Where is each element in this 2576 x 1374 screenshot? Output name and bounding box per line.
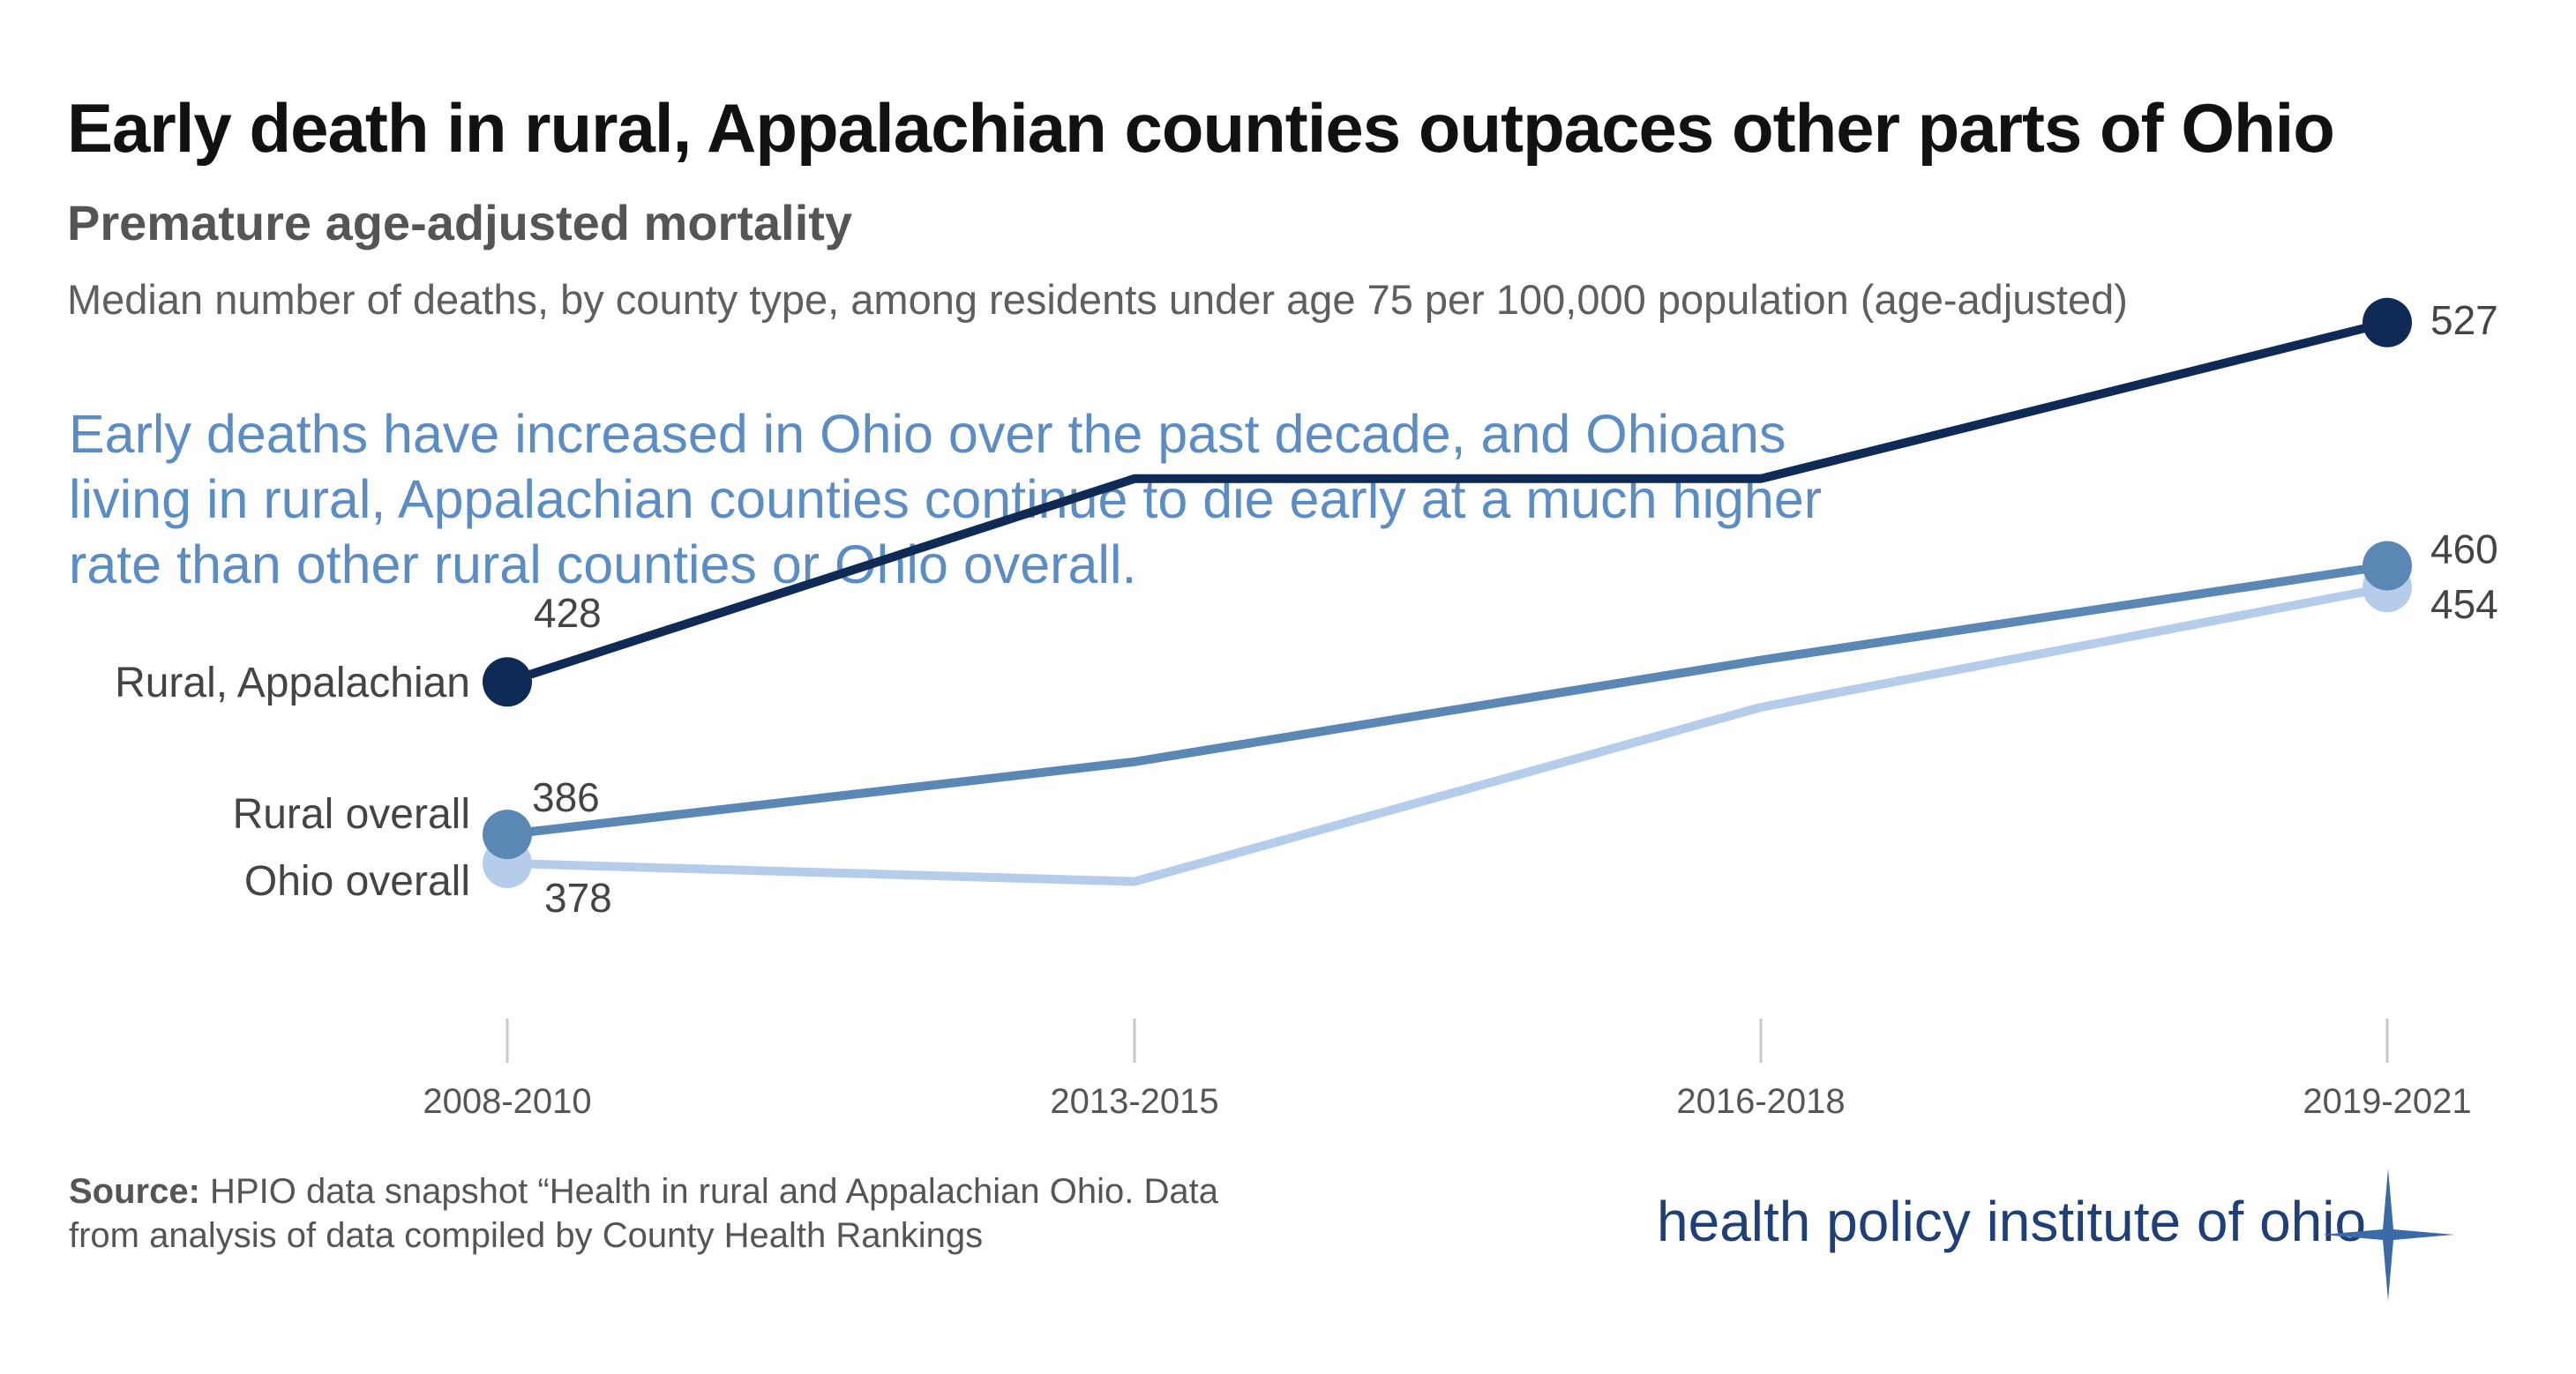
- data-label-end: 454: [2430, 581, 2498, 627]
- series-line: [506, 561, 2388, 840]
- series-label-rural-overall: Rural overall: [233, 791, 470, 838]
- logo-text: health policy institute of ohio: [1657, 1190, 2367, 1253]
- x-tick-label: 2013-2015: [1050, 1082, 1218, 1121]
- star-icon: [2322, 1169, 2454, 1301]
- series-line: [506, 583, 2388, 886]
- series-end-point: [2363, 541, 2412, 591]
- data-label-start: 386: [532, 774, 600, 820]
- source-label: Source:: [69, 1172, 200, 1211]
- x-tick-label: 2008-2010: [423, 1082, 591, 1121]
- series-end-point: [2363, 297, 2412, 347]
- chart-title: Early death in rural, Appalachian counti…: [67, 89, 2335, 167]
- source-line-2: from analysis of data compiled by County…: [69, 1216, 984, 1255]
- chart-subtitle: Premature age-adjusted mortality: [67, 195, 853, 250]
- callout-text: Early deaths have increased in Ohio over…: [69, 401, 2098, 597]
- chart-description: Median number of deaths, by county type,…: [67, 276, 2128, 323]
- data-label-start: 378: [544, 875, 612, 921]
- callout-line: Early deaths have increased in Ohio over…: [69, 404, 1786, 464]
- source-note: Source: HPIO data snapshot “Health in ru…: [69, 1169, 1218, 1258]
- series-start-point: [483, 657, 532, 707]
- series-line: [505, 317, 2389, 686]
- series-start-point: [483, 810, 532, 860]
- source-line-1: HPIO data snapshot “Health in rural and …: [199, 1172, 1218, 1211]
- series-label-rural-appalachian: Rural, Appalachian: [115, 660, 470, 706]
- callout-line: rate than other rural counties or Ohio o…: [69, 534, 1137, 594]
- data-label-end: 460: [2430, 526, 2498, 572]
- x-tick-label: 2016-2018: [1676, 1082, 1845, 1121]
- series-label-ohio-overall: Ohio overall: [244, 858, 470, 905]
- data-label-end: 527: [2430, 297, 2498, 343]
- x-tick-label: 2019-2021: [2303, 1082, 2471, 1121]
- hpio-logo: health policy institute of ohio: [1657, 1169, 2504, 1305]
- data-label-start: 428: [534, 590, 602, 636]
